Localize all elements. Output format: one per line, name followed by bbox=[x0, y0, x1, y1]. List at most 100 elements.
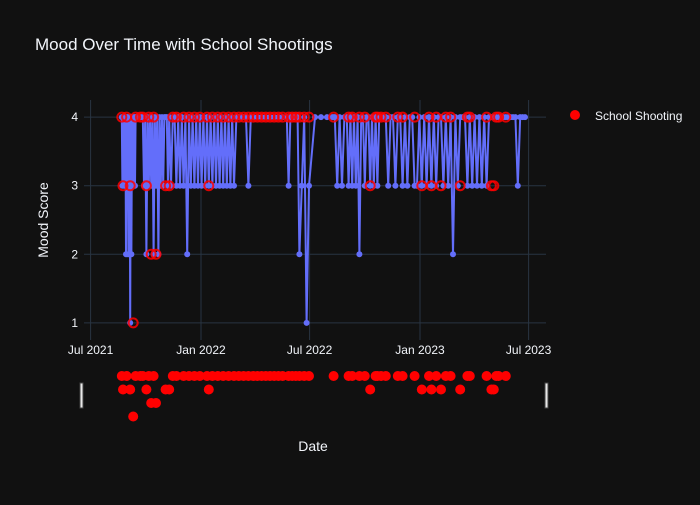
shooting-marker bbox=[137, 111, 149, 123]
slider-shooting-marker bbox=[359, 371, 370, 381]
shooting-marker bbox=[353, 111, 365, 123]
slider-shooting-marker bbox=[164, 384, 175, 395]
mood-point bbox=[512, 114, 519, 121]
range-slider-right-handle[interactable] bbox=[544, 382, 549, 409]
shooting-marker bbox=[124, 180, 136, 192]
x-tick-label: Jul 2021 bbox=[68, 343, 114, 357]
slider-shooting-marker bbox=[431, 371, 442, 381]
x-tick-label: Jan 2023 bbox=[395, 343, 445, 357]
shooting-marker bbox=[223, 111, 235, 123]
slider-shooting-marker bbox=[464, 371, 475, 381]
slider-shooting-marker bbox=[128, 411, 139, 422]
mood-point bbox=[303, 319, 310, 326]
slider-shooting-marker bbox=[118, 384, 128, 395]
mood-point bbox=[128, 251, 135, 258]
mood-point bbox=[418, 182, 425, 189]
y-axis-label: Mood Score bbox=[35, 182, 51, 258]
slider-shooting-marker bbox=[203, 384, 214, 395]
mood-point bbox=[245, 182, 252, 189]
axes: Jul 2021 Jan 2022 Jul 2022 Jan 2023 Jul 2023… bbox=[68, 110, 552, 357]
legend[interactable]: School Shooting bbox=[570, 109, 682, 123]
shooting-marker bbox=[359, 111, 371, 123]
mood-point bbox=[153, 182, 159, 189]
slider-shooting-marker bbox=[365, 384, 376, 395]
range-slider-left-handle[interactable] bbox=[79, 382, 84, 409]
slider-shooting-marker bbox=[151, 398, 161, 408]
slider-shooting-marker bbox=[426, 384, 437, 395]
shooting-marker bbox=[188, 111, 200, 123]
legend-item-school-shooting[interactable]: School Shooting bbox=[595, 109, 682, 123]
shooting-marker bbox=[148, 111, 160, 123]
mood-point bbox=[469, 182, 476, 189]
mood-point bbox=[298, 182, 305, 189]
x-tick-label: Jul 2022 bbox=[287, 343, 333, 357]
slider-shooting-marker bbox=[455, 384, 466, 395]
slider-shooting-marker bbox=[416, 384, 427, 395]
mood-point bbox=[296, 251, 303, 258]
y-tick-label: 1 bbox=[71, 316, 78, 330]
shooting-marker bbox=[343, 111, 355, 123]
mood-point bbox=[180, 182, 187, 189]
mood-point bbox=[445, 182, 452, 189]
shooting-marker bbox=[203, 180, 215, 192]
shooting-marker bbox=[183, 111, 195, 123]
shooting-marker bbox=[272, 111, 284, 123]
mood-point bbox=[428, 182, 435, 189]
mood-point bbox=[352, 182, 359, 189]
shooting-marker bbox=[423, 111, 435, 123]
shooting-marker-series bbox=[116, 111, 512, 422]
mood-point bbox=[331, 114, 338, 121]
slider-shooting-marker bbox=[481, 371, 492, 381]
slider-shooting-marker bbox=[488, 384, 499, 395]
shooting-marker bbox=[160, 180, 172, 192]
shooting-marker bbox=[194, 111, 206, 123]
shooting-marker bbox=[298, 111, 310, 123]
slider-shooting-marker bbox=[328, 371, 339, 381]
x-axis-label: Date bbox=[298, 438, 328, 454]
shooting-marker bbox=[364, 180, 376, 192]
shooting-marker bbox=[116, 111, 128, 123]
shooting-marker bbox=[143, 111, 155, 123]
mood-point bbox=[426, 114, 432, 121]
shooting-marker bbox=[392, 111, 404, 123]
shooting-marker bbox=[493, 111, 505, 123]
mood-point bbox=[356, 251, 363, 258]
mood-point bbox=[474, 182, 480, 189]
shooting-marker bbox=[201, 111, 213, 123]
shooting-marker bbox=[440, 111, 452, 123]
slider-shooting-marker bbox=[380, 371, 391, 381]
range-slider[interactable] bbox=[79, 382, 549, 409]
shooting-marker bbox=[145, 248, 157, 260]
shooting-marker bbox=[130, 111, 142, 123]
x-tick-label: Jan 2022 bbox=[176, 343, 226, 357]
legend-marker-icon[interactable] bbox=[570, 110, 580, 120]
shooting-marker bbox=[303, 111, 315, 123]
mood-point bbox=[478, 182, 485, 189]
shooting-marker bbox=[380, 111, 392, 123]
shooting-marker bbox=[409, 111, 421, 123]
mood-point bbox=[374, 182, 381, 189]
mood-point bbox=[184, 251, 191, 258]
shooting-marker bbox=[375, 111, 387, 123]
shooting-marker bbox=[454, 180, 466, 192]
shooting-marker bbox=[170, 111, 182, 123]
slider-shooting-marker bbox=[500, 371, 511, 381]
mood-point bbox=[514, 182, 521, 189]
shooting-marker bbox=[217, 111, 229, 123]
mood-point bbox=[450, 251, 456, 258]
mood-point bbox=[392, 182, 399, 189]
y-tick-label: 3 bbox=[71, 179, 78, 193]
shooting-marker bbox=[464, 111, 476, 123]
shooting-marker bbox=[206, 111, 218, 123]
shooting-marker bbox=[346, 111, 358, 123]
mood-point bbox=[399, 182, 406, 189]
slider-shooting-marker bbox=[194, 371, 205, 381]
y-tick-label: 4 bbox=[71, 110, 78, 124]
mood-point bbox=[339, 182, 345, 189]
slider-shooting-marker bbox=[125, 384, 136, 395]
mood-point bbox=[385, 182, 392, 189]
slider-shooting-marker bbox=[141, 384, 152, 395]
